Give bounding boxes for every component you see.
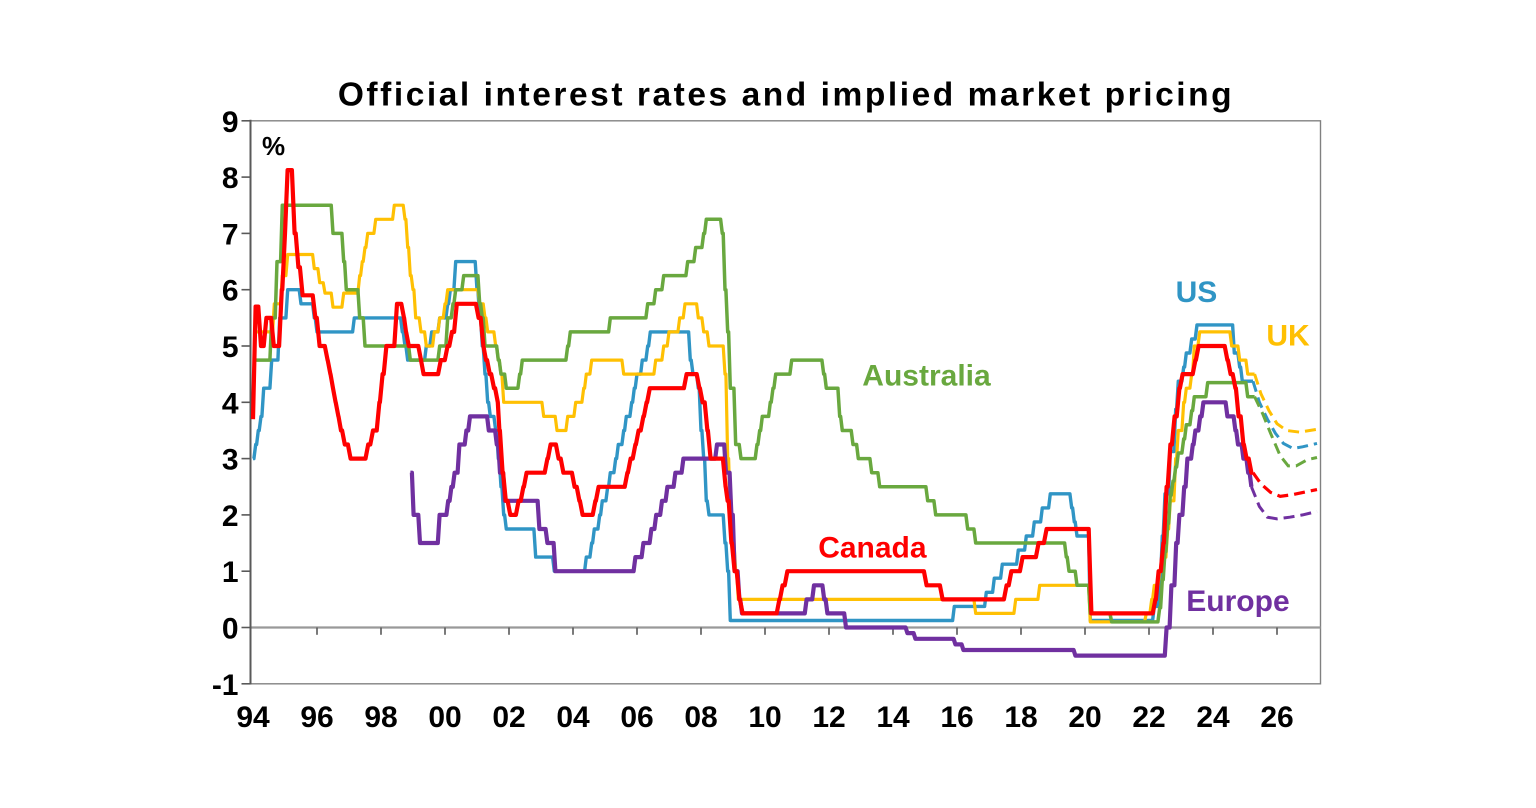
- svg-text:-1: -1: [212, 669, 239, 702]
- svg-text:12: 12: [812, 701, 845, 734]
- svg-text:00: 00: [428, 701, 461, 734]
- svg-text:8: 8: [222, 162, 239, 195]
- svg-text:5: 5: [222, 331, 239, 364]
- svg-text:22: 22: [1132, 701, 1165, 734]
- svg-text:06: 06: [620, 701, 653, 734]
- svg-text:2: 2: [222, 500, 239, 533]
- svg-text:96: 96: [300, 701, 333, 734]
- svg-text:94: 94: [236, 701, 270, 734]
- svg-text:UK: UK: [1266, 320, 1310, 353]
- svg-text:18: 18: [1004, 701, 1037, 734]
- svg-text:%: %: [262, 131, 285, 161]
- svg-text:Canada: Canada: [818, 531, 927, 564]
- svg-text:1: 1: [222, 556, 239, 589]
- svg-text:0: 0: [222, 613, 239, 646]
- svg-text:08: 08: [684, 701, 717, 734]
- svg-text:3: 3: [222, 444, 239, 477]
- svg-text:10: 10: [748, 701, 781, 734]
- svg-text:98: 98: [364, 701, 397, 734]
- svg-text:20: 20: [1068, 701, 1101, 734]
- svg-text:04: 04: [556, 701, 590, 734]
- svg-text:16: 16: [940, 701, 973, 734]
- svg-text:Europe: Europe: [1186, 585, 1289, 618]
- svg-text:Official interest rates and im: Official interest rates and implied mark…: [338, 76, 1234, 113]
- svg-text:26: 26: [1260, 701, 1293, 734]
- svg-text:US: US: [1176, 276, 1218, 309]
- svg-text:7: 7: [222, 218, 239, 251]
- svg-text:14: 14: [876, 701, 910, 734]
- svg-text:Australia: Australia: [862, 359, 991, 392]
- svg-text:02: 02: [492, 701, 525, 734]
- svg-text:9: 9: [222, 106, 239, 139]
- svg-text:4: 4: [222, 387, 239, 420]
- svg-text:24: 24: [1196, 701, 1230, 734]
- svg-text:6: 6: [222, 275, 239, 308]
